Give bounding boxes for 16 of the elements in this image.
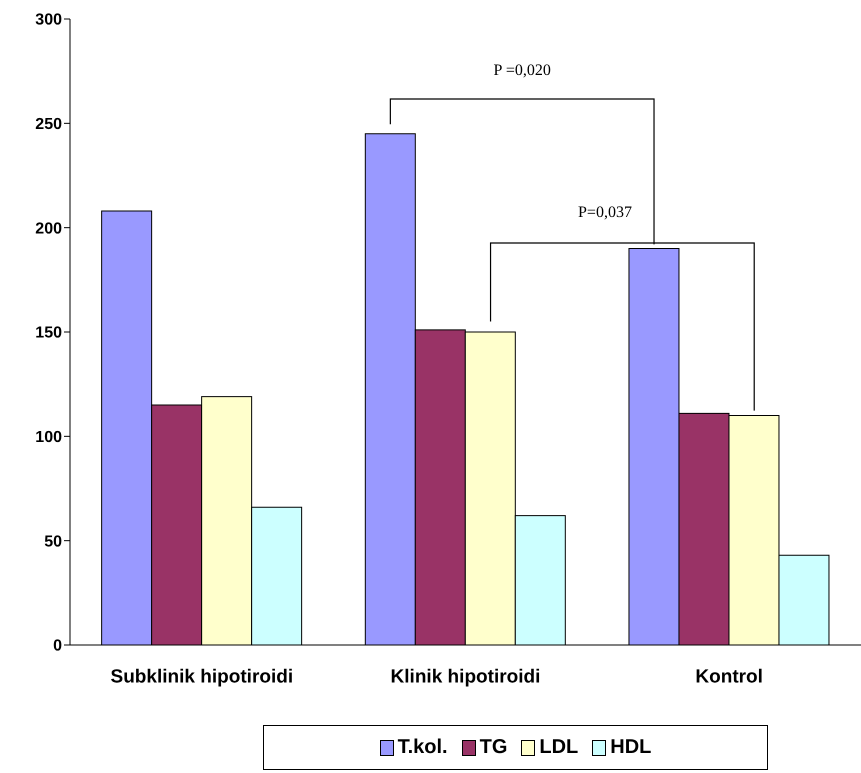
legend-label: T.kol. xyxy=(396,736,448,759)
y-tick-label: 300 xyxy=(35,12,62,29)
x-tick-label: Kontrol xyxy=(695,666,763,688)
legend-label: LDL xyxy=(538,736,578,759)
x-tick-label: Klinik hipotiroidi xyxy=(390,666,540,688)
y-tick-label: 0 xyxy=(53,638,62,655)
annotation: P=0,037 xyxy=(578,204,632,221)
y-tick-label: 100 xyxy=(35,429,62,446)
y-tick-label: 150 xyxy=(35,324,62,342)
legend-label: HDL xyxy=(609,736,652,759)
legend-label: TG xyxy=(478,736,508,759)
annotation: P =0,020 xyxy=(494,62,551,79)
x-tick-label: Subklinik hipotiroidi xyxy=(110,666,294,688)
y-tick-label: 250 xyxy=(35,116,62,134)
y-tick-label: 200 xyxy=(35,220,62,238)
y-tick-label: 50 xyxy=(44,533,62,550)
